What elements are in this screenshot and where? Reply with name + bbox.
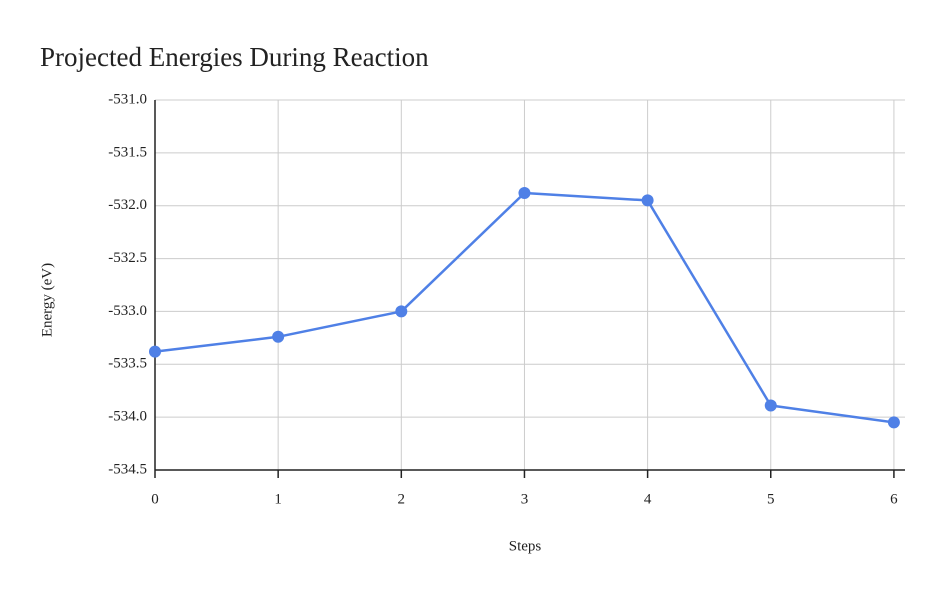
y-tick-label: -532.5 [108, 250, 147, 266]
x-tick-label: 6 [890, 491, 898, 507]
x-axis-label: Steps [509, 538, 542, 554]
data-point [149, 345, 161, 358]
x-tick-label: 3 [521, 491, 529, 507]
data-point [641, 194, 654, 207]
x-tick-label: 1 [274, 491, 282, 507]
data-point [272, 330, 285, 343]
data-point [395, 305, 408, 318]
y-axis-label: Energy (eV) [39, 263, 55, 337]
data-point [764, 399, 777, 412]
y-tick-label: -533.0 [108, 303, 147, 319]
y-tick-label: -534.5 [108, 461, 147, 477]
x-tick-label: 5 [767, 491, 775, 507]
x-tick-label: 2 [398, 491, 406, 507]
y-tick-label: -532.0 [108, 197, 147, 213]
y-tick-label: -531.5 [108, 144, 147, 160]
chart-title: Projected Energies During Reaction [40, 42, 429, 72]
data-point [887, 416, 900, 429]
y-tick-label: -534.0 [108, 409, 147, 425]
x-tick-label: 0 [151, 491, 159, 507]
y-tick-label: -533.5 [108, 356, 147, 372]
x-tick-label: 4 [644, 491, 652, 507]
data-point [518, 187, 531, 200]
y-tick-label: -531.0 [108, 91, 147, 107]
